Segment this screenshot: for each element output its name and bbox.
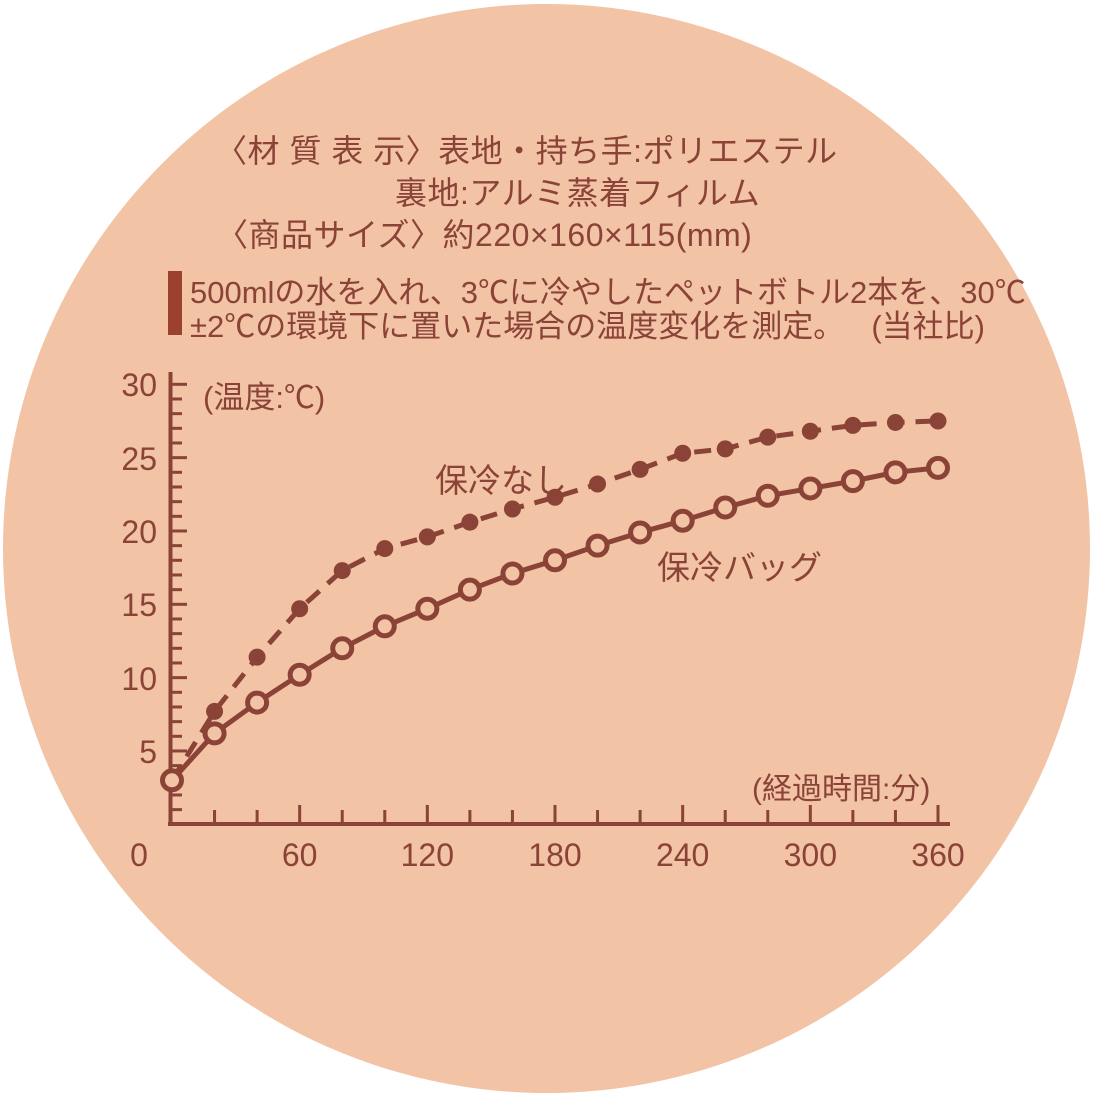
series-1-marker (926, 455, 950, 480)
series-1-marker (372, 614, 397, 639)
y-axis-title: (温度:℃) (203, 380, 326, 415)
series-1-marker (287, 662, 312, 687)
series-1-marker (330, 636, 355, 661)
series-label-cooling-bag: 保冷バッグ (657, 549, 822, 586)
series-1-marker (670, 508, 695, 533)
test-note-comparison: (当社比) (871, 309, 985, 344)
y-tick-label: 25 (121, 440, 157, 477)
series-1-marker (245, 690, 270, 715)
series-1-marker (798, 476, 823, 501)
material-label-line2: 裏地:アルミ蒸着フィルム (395, 175, 761, 211)
series-0-marker (844, 416, 862, 434)
series-0-marker (631, 460, 649, 478)
series-0-marker (376, 540, 394, 558)
series-1-marker (713, 495, 738, 520)
series-0-marker (546, 488, 564, 506)
series-0-marker (759, 428, 777, 446)
x-tick-label: 120 (400, 837, 455, 873)
test-note-line2-row: ±2℃の環境下に置いた場合の温度変化を測定。 (当社比) (190, 301, 985, 346)
test-note-line1: 500mlの水を入れ、3℃に冷やしたペットボトル2本を、30℃ (190, 275, 1026, 310)
series-0-marker (418, 528, 436, 546)
x-tick-label: 60 (281, 837, 318, 873)
y-tick-label: 5 (139, 733, 157, 770)
x-axis-title: (経過時間:分) (752, 773, 931, 806)
x-tick-label: 300 (783, 837, 838, 873)
series-1-marker (883, 460, 908, 485)
series-0-marker (503, 500, 521, 518)
series-0-marker (674, 444, 692, 462)
series-0-marker (589, 475, 607, 493)
series-1-marker (543, 548, 567, 573)
series-label-no-cooling: 保冷なし (435, 462, 567, 499)
series-0-marker (716, 440, 734, 458)
x-tick-label: 360 (911, 837, 965, 873)
product-size-line: 〈商品サイズ〉約220×160×115(mm) (216, 217, 753, 253)
x-tick-label: 180 (528, 837, 582, 873)
series-1-marker (585, 533, 610, 558)
y-tick-label: 15 (121, 587, 157, 624)
series-1-marker (500, 561, 525, 586)
series-0-marker (461, 513, 479, 531)
note-accent-bar (168, 271, 182, 335)
series-1-marker (457, 577, 482, 602)
series-1-marker (202, 721, 227, 746)
series-0-marker (886, 413, 904, 431)
series-1-marker (840, 469, 865, 494)
series-1-marker (415, 596, 440, 621)
x-tick-label: 0 (130, 837, 148, 873)
material-label-line1: 〈材 質 表 示〉表地・持ち手:ポリエステル (215, 133, 838, 169)
y-tick-label: 30 (121, 367, 157, 404)
series-1-marker (628, 520, 653, 545)
series-1-marker (160, 768, 184, 793)
series-0-marker (291, 600, 309, 618)
series-0-marker (801, 422, 819, 440)
series-1-marker (755, 483, 780, 508)
series-0-marker (929, 412, 947, 430)
y-tick-label: 20 (121, 513, 157, 550)
test-note-line2: ±2℃の環境下に置いた場合の温度変化を測定。 (190, 309, 845, 344)
x-tick-label: 240 (655, 837, 710, 873)
series-1-line (170, 465, 939, 782)
series-0-marker (206, 702, 224, 720)
y-tick-label: 10 (121, 660, 157, 697)
series-0-marker (333, 562, 351, 580)
series-0-marker (248, 648, 266, 666)
circle-background (3, 4, 1090, 1093)
